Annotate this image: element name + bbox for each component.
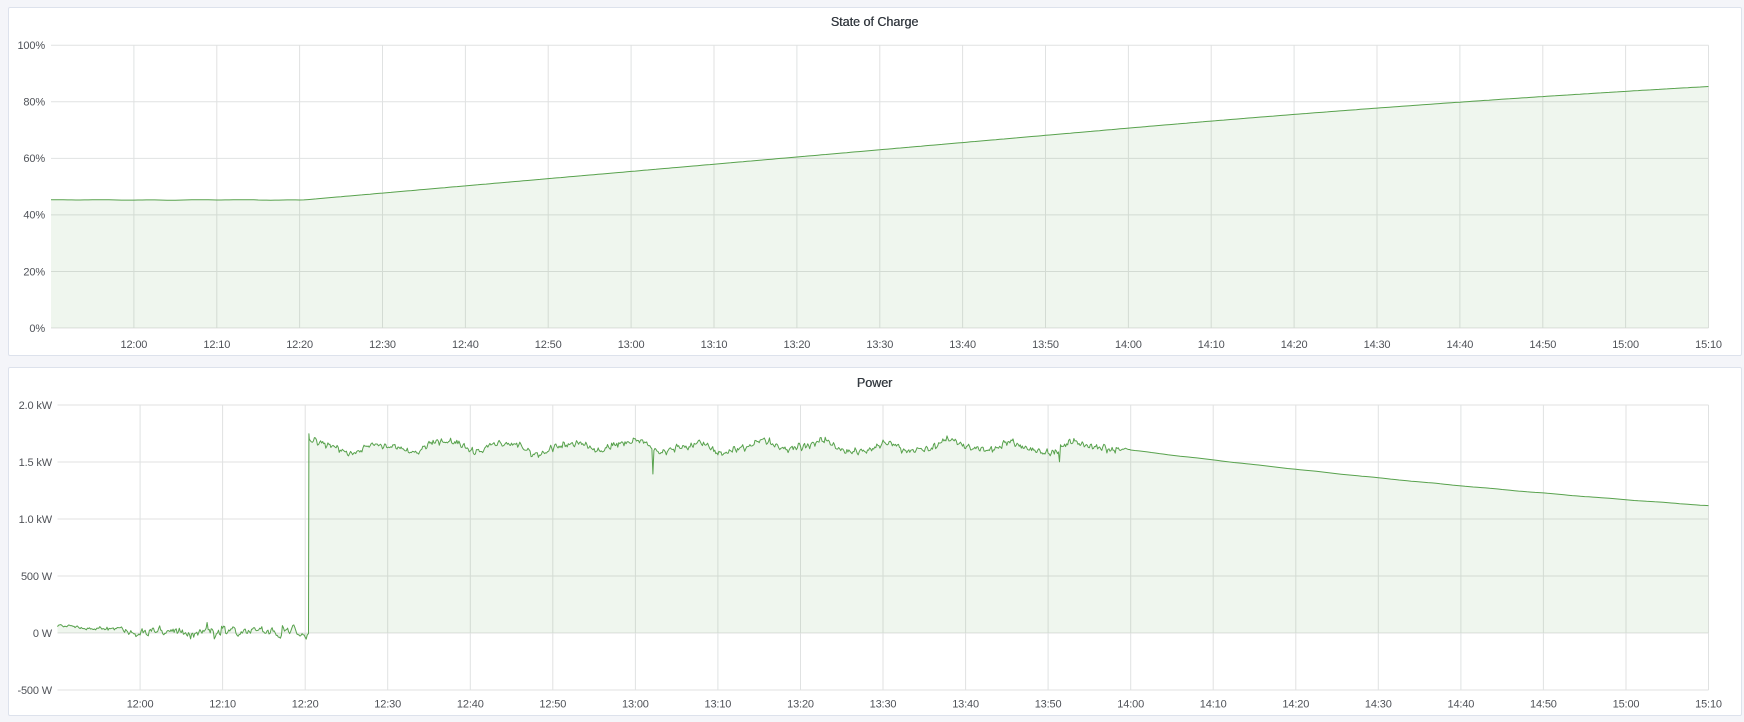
svg-text:13:20: 13:20 (784, 339, 811, 351)
svg-text:40%: 40% (23, 210, 45, 222)
svg-text:12:20: 12:20 (292, 699, 319, 711)
svg-text:1.0 kW: 1.0 kW (19, 514, 53, 526)
svg-text:20%: 20% (23, 266, 45, 278)
svg-text:13:30: 13:30 (866, 339, 893, 351)
svg-text:13:00: 13:00 (618, 339, 645, 351)
svg-text:14:50: 14:50 (1529, 339, 1556, 351)
svg-text:13:50: 13:50 (1032, 339, 1059, 351)
svg-text:13:30: 13:30 (870, 699, 897, 711)
svg-text:12:40: 12:40 (452, 339, 479, 351)
svg-text:0%: 0% (29, 323, 45, 335)
svg-text:13:10: 13:10 (701, 339, 728, 351)
svg-text:14:00: 14:00 (1117, 699, 1144, 711)
svg-text:15:10: 15:10 (1695, 339, 1722, 351)
svg-text:12:10: 12:10 (209, 699, 236, 711)
svg-text:13:40: 13:40 (949, 339, 976, 351)
svg-text:12:10: 12:10 (203, 339, 230, 351)
svg-text:14:20: 14:20 (1282, 699, 1309, 711)
svg-text:-500 W: -500 W (17, 685, 52, 697)
svg-text:14:10: 14:10 (1198, 339, 1225, 351)
svg-text:14:30: 14:30 (1365, 699, 1392, 711)
svg-text:100%: 100% (17, 40, 45, 52)
svg-text:12:30: 12:30 (369, 339, 396, 351)
svg-text:13:00: 13:00 (622, 699, 649, 711)
svg-text:15:10: 15:10 (1695, 699, 1722, 711)
svg-text:12:20: 12:20 (286, 339, 313, 351)
svg-text:14:50: 14:50 (1530, 699, 1557, 711)
svg-text:500 W: 500 W (21, 571, 53, 583)
svg-text:14:30: 14:30 (1364, 339, 1391, 351)
svg-text:60%: 60% (23, 153, 45, 165)
svg-text:14:20: 14:20 (1281, 339, 1308, 351)
svg-text:15:00: 15:00 (1612, 339, 1639, 351)
svg-text:12:00: 12:00 (127, 699, 154, 711)
svg-text:14:40: 14:40 (1448, 699, 1475, 711)
svg-text:12:00: 12:00 (121, 339, 148, 351)
svg-text:14:10: 14:10 (1200, 699, 1227, 711)
svg-text:12:30: 12:30 (374, 699, 401, 711)
svg-text:12:40: 12:40 (457, 699, 484, 711)
svg-text:12:50: 12:50 (539, 699, 566, 711)
svg-text:13:50: 13:50 (1035, 699, 1062, 711)
svg-text:13:10: 13:10 (705, 699, 732, 711)
svg-text:13:40: 13:40 (952, 699, 979, 711)
svg-text:14:40: 14:40 (1447, 339, 1474, 351)
svg-text:13:20: 13:20 (787, 699, 814, 711)
svg-text:0 W: 0 W (33, 628, 53, 640)
svg-text:15:00: 15:00 (1613, 699, 1640, 711)
svg-text:2.0 kW: 2.0 kW (19, 400, 53, 412)
svg-text:12:50: 12:50 (535, 339, 562, 351)
svg-text:14:00: 14:00 (1115, 339, 1142, 351)
svg-text:80%: 80% (23, 97, 45, 109)
svg-text:1.5 kW: 1.5 kW (19, 457, 53, 469)
